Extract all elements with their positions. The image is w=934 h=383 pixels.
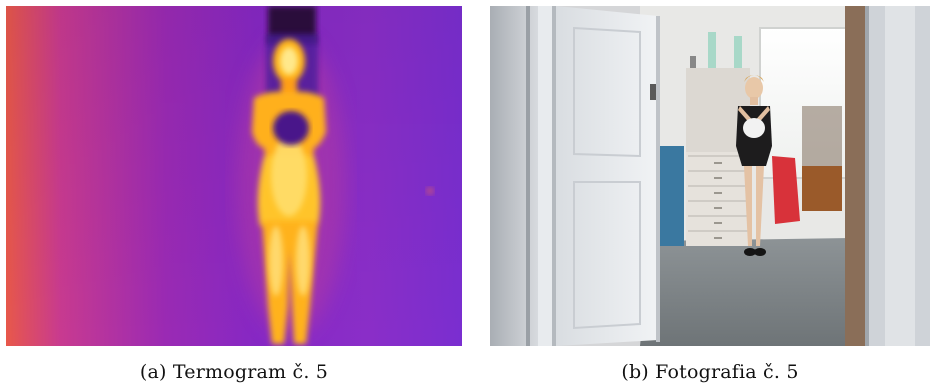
photo-door-handle [650,84,658,100]
thermo-cold-object [273,111,309,145]
caption-a: (a) Termogram č. 5 [139,361,329,383]
photo-bottle [708,32,716,68]
photo-shelf [802,106,842,166]
photo-desk [802,166,842,211]
thermogram-svg [6,6,462,346]
photo-floor [640,238,870,346]
photo-door-frame-right [845,6,865,346]
thermogram-image [6,6,462,346]
photo-door-panel [573,26,641,158]
figure-thermogram: (a) Termogram č. 5 [6,6,462,383]
photo-svg [490,6,930,346]
photo-door-panel [573,181,641,330]
photo-wall-left [490,6,538,346]
figure-photo: (b) Fotografia č. 5 [490,6,930,383]
caption-b: (b) Fotografia č. 5 [621,361,799,383]
photo-image [490,6,930,346]
photo-person [736,75,772,256]
photo-held-disc [743,118,765,138]
photo-blue-cloth [660,146,684,246]
photo-bottle [734,36,742,68]
photo-door [556,6,658,346]
photo-red-chair [772,156,800,224]
